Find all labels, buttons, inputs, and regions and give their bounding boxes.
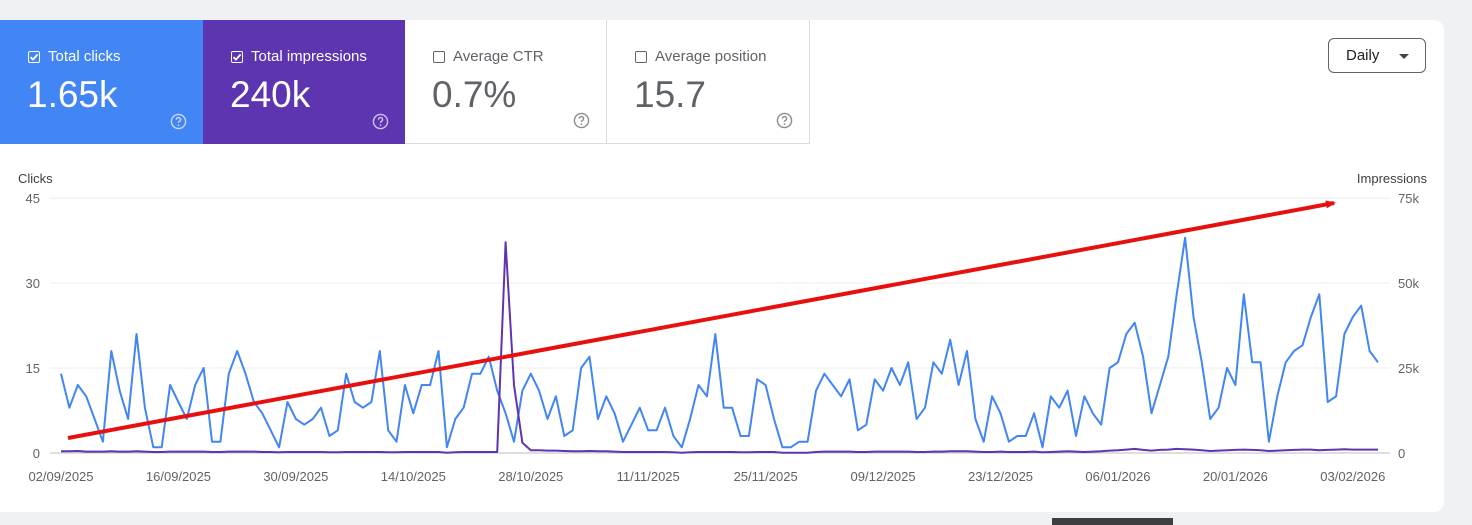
- x-axis-tick: 28/10/2025: [498, 469, 563, 484]
- metric-label: Average CTR: [453, 48, 544, 65]
- right-axis-tick: 0: [1398, 446, 1405, 461]
- x-axis-tick: 30/09/2025: [263, 469, 328, 484]
- left-axis-tick: 15: [26, 361, 40, 376]
- x-axis-tick: 11/11/2025: [617, 469, 680, 484]
- metric-label-row: Total impressions: [231, 48, 367, 65]
- x-axis-tick: 14/10/2025: [381, 469, 446, 484]
- metric-label: Average position: [655, 48, 767, 65]
- left-axis-tick: 0: [33, 446, 40, 461]
- right-axis-title: Impressions: [1357, 171, 1428, 186]
- metric-value: 15.7: [634, 74, 707, 115]
- left-axis-title: Clicks: [18, 171, 53, 186]
- metric-tile-average-position[interactable]: Average position 15.7: [607, 20, 810, 144]
- metric-label-row: Total clicks: [28, 48, 121, 65]
- metric-tile-total-impressions[interactable]: Total impressions 240k: [203, 20, 405, 144]
- right-axis-tick: 50k: [1398, 276, 1419, 291]
- checkbox-checked-icon[interactable]: [231, 50, 243, 63]
- clicks-series-line: [60, 236, 1379, 449]
- red-arrow-annotation: [67, 200, 1336, 440]
- x-axis-tick: 16/09/2025: [146, 469, 211, 484]
- impressions-series-line: [61, 241, 1378, 454]
- partial-overlay-bar: [1052, 518, 1173, 525]
- x-axis-tick: 03/02/2026: [1320, 469, 1385, 484]
- metric-value: 240k: [230, 74, 311, 115]
- x-axis-tick: 23/12/2025: [968, 469, 1033, 484]
- help-circle-icon[interactable]: [776, 112, 793, 129]
- x-axis-tick: 02/09/2025: [28, 469, 93, 484]
- left-axis-tick: 30: [26, 276, 40, 291]
- right-axis-tick: 75k: [1398, 191, 1419, 206]
- granularity-selected-label: Daily: [1346, 47, 1380, 64]
- metric-label-row: Average position: [635, 48, 766, 65]
- help-circle-icon[interactable]: [573, 112, 590, 129]
- metric-tile-average-ctr[interactable]: Average CTR 0.7%: [405, 20, 607, 144]
- help-circle-icon[interactable]: [170, 113, 187, 130]
- metric-label: Total impressions: [251, 48, 367, 65]
- metric-value: 1.65k: [27, 74, 118, 115]
- metric-label: Total clicks: [48, 48, 121, 65]
- granularity-dropdown[interactable]: Daily: [1328, 38, 1426, 73]
- checkbox-unchecked-icon[interactable]: [433, 50, 445, 63]
- x-axis-tick: 06/01/2026: [1085, 469, 1150, 484]
- performance-card: Total clicks 1.65k Total impressions 240…: [0, 20, 1444, 512]
- checkbox-unchecked-icon[interactable]: [635, 50, 647, 63]
- metric-tile-total-clicks[interactable]: Total clicks 1.65k: [0, 20, 203, 144]
- metric-label-row: Average CTR: [433, 48, 544, 65]
- checkbox-checked-icon[interactable]: [28, 50, 40, 63]
- x-axis-tick: 20/01/2026: [1203, 469, 1268, 484]
- help-circle-icon[interactable]: [372, 113, 389, 130]
- left-axis-tick: 45: [26, 191, 40, 206]
- right-axis-tick: 25k: [1398, 361, 1419, 376]
- x-axis-tick: 09/12/2025: [851, 469, 916, 484]
- x-axis-tick: 25/11/2025: [734, 469, 798, 484]
- caret-down-icon: [1399, 54, 1409, 59]
- performance-chart: Clicks Impressions 0 0 15 25k 30 50k 45 75k 02/09/…: [18, 171, 1428, 484]
- metric-value: 0.7%: [432, 74, 517, 115]
